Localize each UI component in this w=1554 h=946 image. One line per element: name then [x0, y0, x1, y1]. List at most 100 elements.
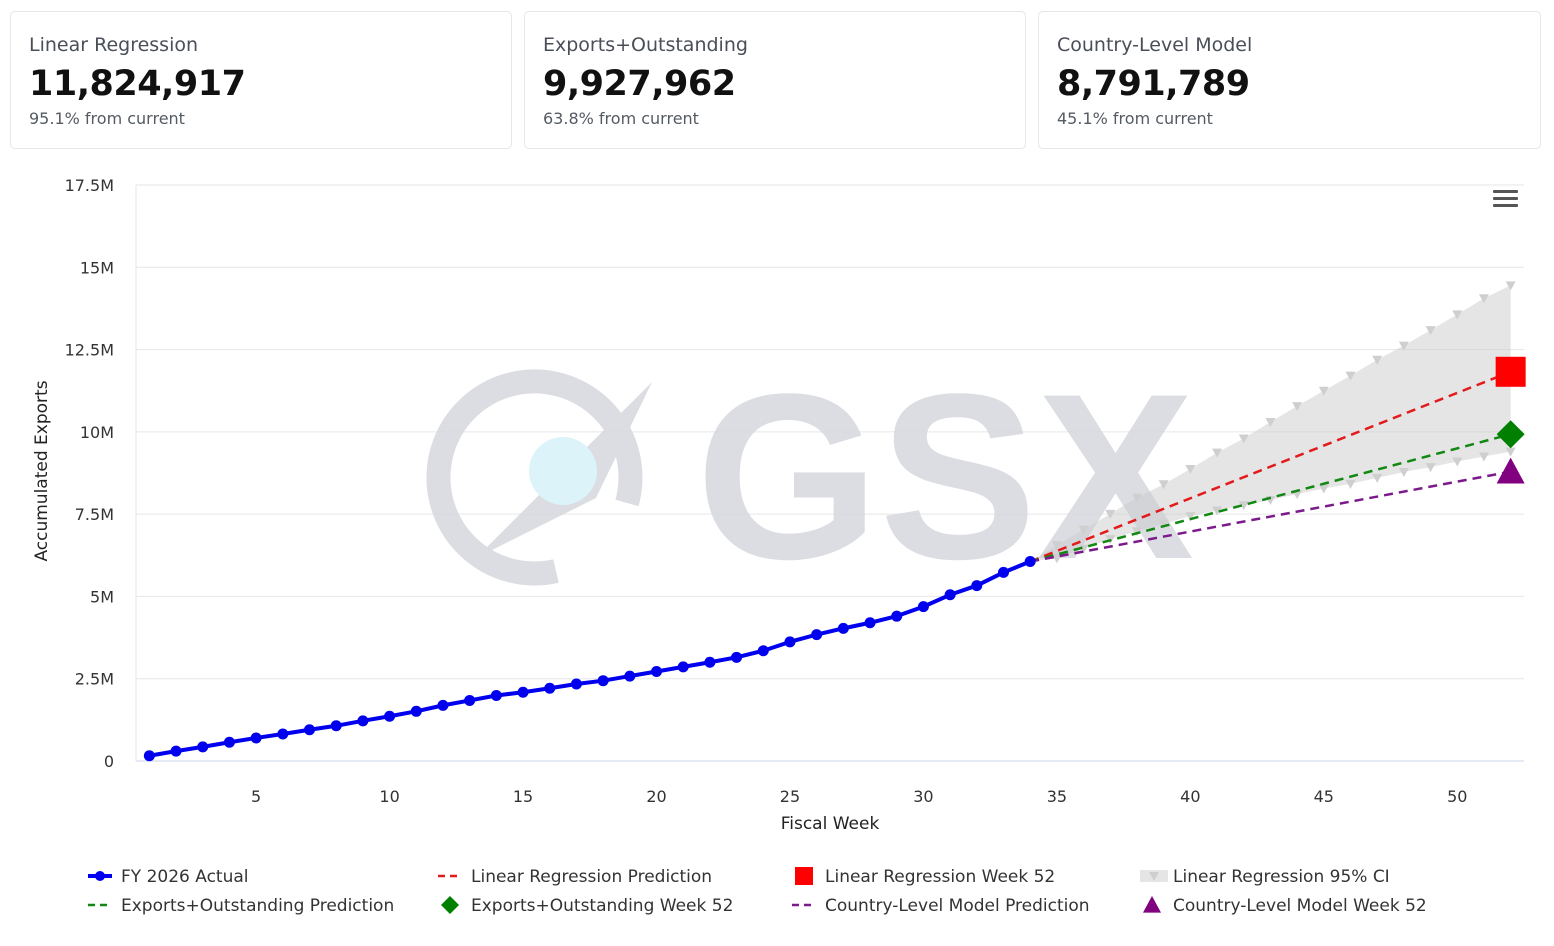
x-tick-label: 50 [1447, 787, 1467, 806]
card-label: Country-Level Model [1057, 34, 1253, 56]
legend-label: Linear Regression Prediction [471, 867, 712, 887]
ci-point [1212, 448, 1223, 458]
ci-point [1131, 493, 1142, 503]
gsx-watermark: GSX [426, 345, 1194, 609]
x-axis-label: Fiscal Week [781, 814, 880, 834]
ci-point [1372, 355, 1383, 365]
card-label: Linear Regression [29, 34, 199, 56]
x-tick-label: 5 [251, 787, 261, 806]
prediction-lines [1029, 370, 1512, 563]
legend-item[interactable]: Exports+Outstanding Prediction [88, 896, 394, 916]
actual-point [731, 651, 743, 663]
grid-lines [135, 184, 1524, 762]
ci-point [1238, 434, 1249, 444]
actual-point [998, 566, 1009, 578]
y-axis-label: Accumulated Exports [32, 380, 52, 561]
card-subtext: 63.8% from current [543, 109, 699, 128]
card-value: 11,824,917 [29, 64, 246, 104]
actual-point [250, 732, 262, 744]
y-tick-label: 5M [90, 587, 114, 606]
week52-marker [1496, 457, 1525, 484]
actual-point [891, 610, 903, 622]
chart-menu-button[interactable] [1486, 186, 1526, 212]
legend-label: Exports+Outstanding Week 52 [471, 896, 733, 916]
actual-point [837, 622, 849, 634]
actual-point [944, 589, 956, 601]
actual-line [149, 559, 1031, 758]
actual-point [277, 728, 289, 740]
ci-point [1452, 457, 1463, 467]
actual-point [704, 656, 716, 668]
ci-point [1078, 525, 1089, 535]
summary-cards: Linear Regression 11,824,917 95.1% from … [10, 11, 1541, 151]
x-tick-label: 20 [646, 787, 666, 806]
ci-point [1345, 371, 1356, 381]
legend-item[interactable]: Exports+Outstanding Week 52 [441, 896, 733, 916]
card-subtext: 45.1% from current [1057, 109, 1213, 128]
legend-triangle-icon [1149, 872, 1159, 881]
ci-point [1318, 484, 1329, 494]
actual-point [864, 617, 876, 629]
x-tick-label: 45 [1314, 787, 1334, 806]
gsx-logo-icon [426, 369, 652, 586]
prediction-line [1029, 370, 1512, 563]
legend-triangle-icon [1143, 896, 1161, 913]
ci-point [1051, 541, 1062, 551]
actual-point [143, 750, 155, 762]
legend-item[interactable]: Linear Regression Prediction [438, 867, 712, 887]
actual-point [197, 741, 209, 753]
actual-point [437, 699, 449, 711]
y-tick-label: 12.5M [65, 341, 114, 360]
actual-point [490, 690, 502, 702]
card-value: 8,791,789 [1057, 64, 1250, 104]
chart-legend: FY 2026 Actual Linear Regression Predicti… [88, 867, 1427, 916]
ci-point [1051, 554, 1062, 564]
prediction-line [1029, 470, 1511, 563]
legend-dot-icon [95, 871, 105, 881]
ci-point [1478, 452, 1489, 462]
card-subtext: 95.1% from current [29, 109, 185, 128]
y-tick-label: 15M [80, 258, 114, 277]
legend-item[interactable]: Country-Level Model Prediction [792, 896, 1090, 916]
ci-point [1158, 519, 1169, 529]
actual-point [170, 745, 182, 757]
hamburger-menu-icon [1493, 190, 1518, 207]
actual-point [677, 661, 689, 673]
legend-item[interactable]: Country-Level Model Week 52 [1143, 896, 1427, 916]
ci-point [1398, 341, 1409, 351]
actual-point [544, 682, 556, 694]
actual-point [651, 665, 662, 677]
ci-point [1238, 501, 1249, 511]
legend-diamond-icon [441, 896, 459, 914]
ci-point [1292, 402, 1303, 412]
ci-point [1425, 463, 1436, 473]
week52-marker [1496, 420, 1525, 449]
ci-point [1372, 473, 1383, 483]
actual-point [384, 710, 396, 722]
actual-point [784, 636, 796, 648]
actual-point [1024, 556, 1036, 568]
x-tick-label: 25 [780, 787, 800, 806]
actual-point [517, 686, 529, 698]
ci-point [1318, 386, 1329, 396]
ci-point [1452, 310, 1463, 320]
actual-point [304, 724, 315, 736]
prediction-line [1029, 433, 1511, 563]
x-tick-label: 15 [513, 787, 533, 806]
y-tick-label: 17.5M [65, 176, 114, 195]
ci-point [1105, 509, 1116, 519]
legend-item[interactable]: Linear Regression Week 52 [795, 867, 1055, 887]
week52-marker [1495, 356, 1526, 387]
ci-point [1185, 465, 1196, 475]
legend-label: Country-Level Model Week 52 [1173, 896, 1427, 916]
axes: 0 2.5M 5M 7.5M 10M 12.5M 15M 17.5M 5 10 15 20 25 30 3… [32, 176, 1467, 834]
card-country-level-model: Country-Level Model 8,791,789 45.1% from… [1038, 11, 1541, 149]
legend-label: Exports+Outstanding Prediction [121, 896, 394, 916]
actual-point [357, 715, 369, 727]
ci-point [1398, 468, 1409, 478]
y-tick-label: 2.5M [75, 670, 114, 689]
actual-point [971, 580, 983, 592]
legend-item[interactable]: Linear Regression 95% CI [1140, 867, 1390, 887]
y-axis-ticks: 0 2.5M 5M 7.5M 10M 12.5M 15M 17.5M [65, 176, 114, 771]
legend-item[interactable]: FY 2026 Actual [88, 867, 249, 887]
